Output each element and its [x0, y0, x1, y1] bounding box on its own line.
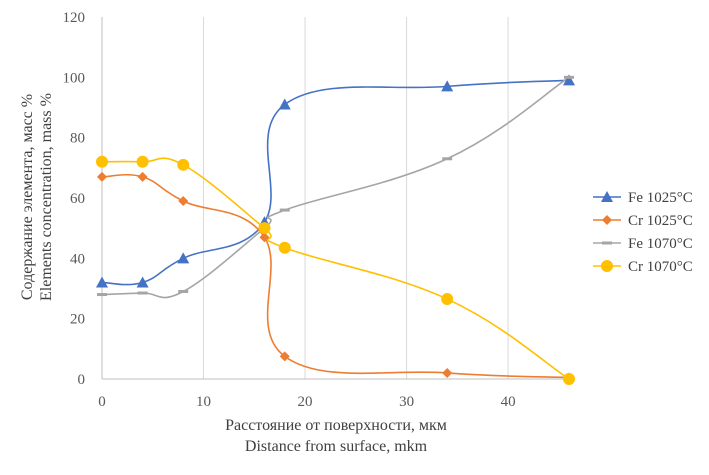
- legend-marker-0: [601, 191, 613, 202]
- y-tick-label: 40: [70, 251, 85, 267]
- y-tick-label: 60: [70, 191, 85, 207]
- marker-layer: [96, 74, 575, 385]
- data-point-s1-5: [442, 367, 453, 378]
- series-line-0: [101, 79, 570, 286]
- y-axis-title-en: Elements concentration, mass %: [38, 93, 55, 301]
- y-tick-label: 80: [70, 131, 85, 147]
- series-line-1: [101, 173, 570, 379]
- data-point-s2-0: [97, 293, 107, 297]
- legend-label: Cr 1025°C: [628, 213, 693, 229]
- series-line-3: [101, 157, 570, 380]
- data-point-s2-6: [564, 75, 574, 79]
- data-point-s2-4: [279, 208, 290, 212]
- y-axis-title-ru: Содержание элемента, масс %: [19, 94, 36, 300]
- legend: Fe 1025°C Cr 1025°C Fe 1070°C Cr 1070°C: [593, 190, 693, 275]
- x-tick-label: 20: [298, 394, 313, 410]
- y-tick-label: 0: [78, 372, 86, 388]
- data-point-s3-4: [278, 241, 291, 254]
- x-axis-title-ru: Расстояние от поверхности, мкм: [225, 417, 447, 434]
- legend-label: Fe 1070°C: [628, 236, 693, 252]
- data-point-s1-0: [97, 171, 107, 182]
- y-tick-label: 120: [63, 10, 86, 26]
- data-point-s2-2: [178, 290, 189, 294]
- data-point-s1-4: [279, 351, 290, 362]
- data-point-s2-1: [137, 291, 148, 295]
- data-point-s3-6: [563, 373, 575, 385]
- data-point-s1-1: [137, 171, 148, 182]
- data-point-s1-3: [259, 232, 270, 243]
- axis-layer: [101, 17, 569, 380]
- legend-label: Cr 1070°C: [628, 259, 693, 275]
- legend-label: Fe 1025°C: [628, 190, 693, 206]
- data-point-s0-5: [441, 80, 454, 92]
- data-point-s0-0: [96, 276, 108, 288]
- data-point-s0-4: [278, 98, 291, 110]
- data-point-s1-2: [178, 196, 189, 207]
- data-point-s3-5: [441, 293, 454, 306]
- data-point-s3-2: [177, 158, 190, 171]
- data-point-s0-2: [177, 252, 190, 264]
- x-tick-label: 30: [399, 394, 414, 410]
- data-point-s3-1: [136, 155, 149, 168]
- data-point-s0-6: [563, 74, 575, 86]
- x-axis-title-en: Distance from surface, mkm: [245, 438, 428, 455]
- data-point-s0-1: [136, 276, 149, 288]
- y-tick-label: 100: [63, 70, 86, 86]
- legend-marker-1: [602, 215, 612, 225]
- x-tick-label: 0: [98, 394, 106, 410]
- data-point-s3-3: [258, 222, 271, 235]
- series-line-2: [101, 76, 570, 299]
- legend-marker-3: [601, 260, 613, 272]
- series-layer: [101, 76, 570, 380]
- grid-layer: [203, 17, 509, 379]
- y-tick-label: 20: [70, 312, 85, 328]
- x-tick-label: 40: [501, 394, 516, 410]
- data-point-s3-0: [96, 155, 108, 168]
- data-point-s2-5: [442, 157, 453, 161]
- legend-marker-2: [602, 241, 612, 245]
- tick-labels: 0 10 20 30 40 0 20 40 60 80 100 120: [63, 10, 516, 410]
- x-tick-label: 10: [196, 394, 211, 410]
